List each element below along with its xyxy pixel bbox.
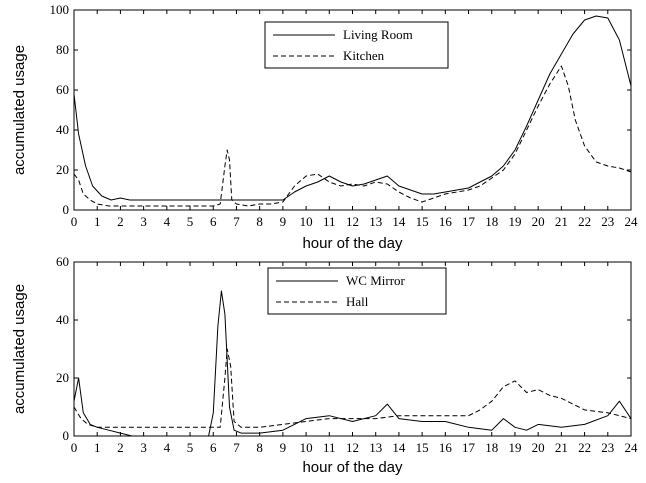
x-tick-label: 2 xyxy=(117,440,124,455)
legend-box xyxy=(267,267,447,315)
x-tick-label: 10 xyxy=(300,440,313,455)
series-line-0 xyxy=(73,15,632,201)
x-tick-label: 0 xyxy=(71,440,78,455)
x-tick-label: 14 xyxy=(392,440,406,455)
x-tick-label: 19 xyxy=(508,440,521,455)
x-tick-label: 5 xyxy=(187,440,194,455)
y-tick-label: 60 xyxy=(56,254,69,269)
y-axis-label: accumulated usage xyxy=(11,284,28,414)
x-tick-label: 15 xyxy=(416,440,429,455)
x-tick-label: 18 xyxy=(485,214,498,229)
y-tick-label: 40 xyxy=(56,312,69,327)
x-tick-label: 24 xyxy=(625,214,639,229)
x-tick-label: 13 xyxy=(369,214,382,229)
x-tick-label: 4 xyxy=(164,214,171,229)
x-tick-label: 23 xyxy=(601,214,614,229)
y-tick-label: 20 xyxy=(56,370,69,385)
legend-label-1: Kitchen xyxy=(343,48,385,63)
legend-label-1: Hall xyxy=(346,294,369,309)
x-tick-label: 1 xyxy=(94,214,101,229)
legend-label-0: Living Room xyxy=(343,27,413,42)
x-tick-label: 6 xyxy=(210,214,217,229)
x-tick-label: 10 xyxy=(300,214,313,229)
x-tick-label: 3 xyxy=(140,214,147,229)
legend-label-0: WC Mirror xyxy=(346,273,406,288)
legend-box xyxy=(264,21,449,69)
x-tick-label: 8 xyxy=(256,214,263,229)
y-tick-label: 0 xyxy=(63,428,70,443)
x-tick-label: 0 xyxy=(71,214,78,229)
y-tick-label: 80 xyxy=(56,42,69,57)
x-tick-label: 22 xyxy=(578,214,591,229)
x-tick-label: 5 xyxy=(187,214,194,229)
x-tick-label: 21 xyxy=(555,440,568,455)
x-tick-label: 18 xyxy=(485,440,498,455)
y-tick-label: 40 xyxy=(56,122,69,137)
series-line-0 xyxy=(73,290,632,437)
series-line-1 xyxy=(73,65,632,207)
x-tick-label: 8 xyxy=(256,440,263,455)
chart-bottom: 0 1 2 3 4 5 6 7 8 9 10 11 12 13 14 15 16 17 18 19 20 21 22 23 24… xyxy=(11,254,638,476)
x-tick-label: 13 xyxy=(369,440,382,455)
x-tick-label: 16 xyxy=(439,440,453,455)
x-axis-label: hour of the day xyxy=(302,459,403,476)
x-tick-label: 2 xyxy=(117,214,124,229)
x-axis-label: hour of the day xyxy=(302,235,403,252)
y-tick-label: 100 xyxy=(50,2,70,17)
x-tick-label: 17 xyxy=(462,440,476,455)
x-tick-label: 16 xyxy=(439,214,453,229)
x-tick-label: 19 xyxy=(508,214,521,229)
x-tick-label: 17 xyxy=(462,214,476,229)
x-tick-label: 7 xyxy=(233,214,240,229)
x-tick-label: 1 xyxy=(94,440,101,455)
x-tick-label: 14 xyxy=(392,214,406,229)
x-tick-label: 4 xyxy=(164,440,171,455)
x-tick-label: 9 xyxy=(280,440,287,455)
x-tick-label: 15 xyxy=(416,214,429,229)
x-tick-label: 21 xyxy=(555,214,568,229)
x-tick-label: 3 xyxy=(140,440,147,455)
y-tick-label: 20 xyxy=(56,162,69,177)
x-tick-label: 11 xyxy=(323,214,336,229)
x-tick-label: 22 xyxy=(578,440,591,455)
chart-top: 0 1 2 3 4 5 6 7 8 9 10 11 12 13 14 15 16 17 18 19 20 21 22 23 24… xyxy=(11,2,638,252)
x-tick-label: 7 xyxy=(233,440,240,455)
x-tick-label: 11 xyxy=(323,440,336,455)
x-tick-label: 20 xyxy=(532,214,545,229)
x-tick-label: 23 xyxy=(601,440,614,455)
y-axis-label: accumulated usage xyxy=(11,45,28,175)
x-tick-label: 9 xyxy=(280,214,287,229)
x-tick-label: 12 xyxy=(346,440,359,455)
y-tick-label: 60 xyxy=(56,82,69,97)
y-tick-label: 0 xyxy=(63,202,70,217)
x-tick-label: 6 xyxy=(210,440,217,455)
x-tick-label: 24 xyxy=(625,440,639,455)
x-tick-label: 20 xyxy=(532,440,545,455)
x-tick-label: 12 xyxy=(346,214,359,229)
series-line-1 xyxy=(73,348,632,428)
